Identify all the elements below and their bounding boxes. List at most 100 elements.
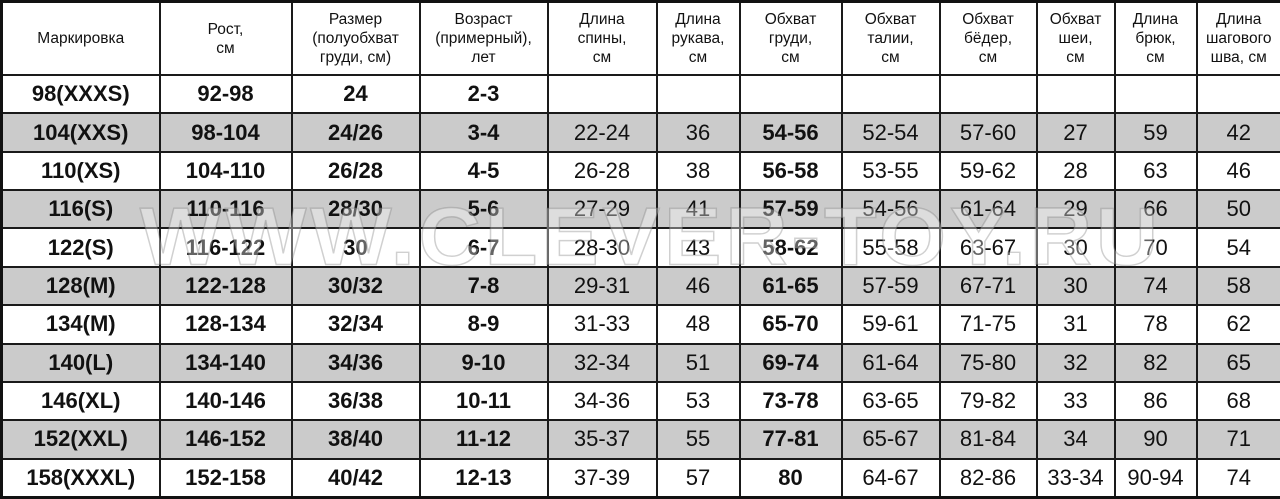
table-cell: 92-98 bbox=[158, 73, 293, 115]
table-cell: 32/34 bbox=[290, 304, 421, 345]
table-cell: 55-58 bbox=[840, 227, 941, 268]
table-cell: 33-34 bbox=[1035, 457, 1116, 499]
table-cell: 122(S) bbox=[0, 227, 161, 268]
table-cell: 52-54 bbox=[840, 112, 941, 153]
table-cell bbox=[655, 73, 741, 115]
table-cell: 7-8 bbox=[418, 265, 549, 307]
table-row: 152(XXL) 146-152 38/40 11-12 35-37 55 77-81 65-… bbox=[0, 419, 1280, 460]
table-cell: 5-6 bbox=[418, 189, 549, 230]
table-cell: 8-9 bbox=[418, 304, 549, 345]
table-cell: 31-33 bbox=[546, 304, 658, 345]
table-cell: 30 bbox=[1035, 265, 1116, 307]
column-header: Рост, см bbox=[158, 0, 293, 76]
table-cell: 27-29 bbox=[546, 189, 658, 230]
table-cell: 82 bbox=[1113, 342, 1198, 383]
table-cell: 104-110 bbox=[158, 150, 293, 192]
table-cell: 11-12 bbox=[418, 419, 549, 460]
table-cell: 80 bbox=[738, 457, 843, 499]
table-cell: 69-74 bbox=[738, 342, 843, 383]
table-cell bbox=[1195, 73, 1280, 115]
table-cell: 28 bbox=[1035, 150, 1116, 192]
table-cell: 46 bbox=[655, 265, 741, 307]
table-cell: 6-7 bbox=[418, 227, 549, 268]
table-row: 116(S) 110-116 28/30 5-6 27-29 41 57-59 54-56 61… bbox=[0, 189, 1280, 230]
table-cell: 53 bbox=[655, 380, 741, 422]
table-cell: 56-58 bbox=[738, 150, 843, 192]
table-row: 98(XXXS) 92-98 24 2-3 bbox=[0, 73, 1280, 115]
table-row: 110(XS) 104-110 26/28 4-5 26-28 38 56-58 53-55 5… bbox=[0, 150, 1280, 192]
table-cell: 24 bbox=[290, 73, 421, 115]
table-cell: 152-158 bbox=[158, 457, 293, 499]
table-cell: 32 bbox=[1035, 342, 1116, 383]
table-cell: 42 bbox=[1195, 112, 1280, 153]
table-cell: 74 bbox=[1195, 457, 1280, 499]
table-cell: 61-64 bbox=[938, 189, 1038, 230]
table-cell: 128-134 bbox=[158, 304, 293, 345]
table-cell: 41 bbox=[655, 189, 741, 230]
column-header: Длина спины, см bbox=[546, 0, 658, 76]
table-cell: 22-24 bbox=[546, 112, 658, 153]
column-header: Возраст (примерный), лет bbox=[418, 0, 549, 76]
table-cell: 34-36 bbox=[546, 380, 658, 422]
table-cell: 71-75 bbox=[938, 304, 1038, 345]
table-cell: 36/38 bbox=[290, 380, 421, 422]
column-header: Маркировка bbox=[0, 0, 161, 76]
table-cell: 24/26 bbox=[290, 112, 421, 153]
table-cell: 51 bbox=[655, 342, 741, 383]
table-cell: 30 bbox=[290, 227, 421, 268]
table-cell: 54 bbox=[1195, 227, 1280, 268]
table-cell: 59 bbox=[1113, 112, 1198, 153]
table-cell: 110-116 bbox=[158, 189, 293, 230]
column-header: Длина брюк, см bbox=[1113, 0, 1198, 76]
table-cell: 37-39 bbox=[546, 457, 658, 499]
table-cell: 82-86 bbox=[938, 457, 1038, 499]
table-cell: 67-71 bbox=[938, 265, 1038, 307]
table-cell: 46 bbox=[1195, 150, 1280, 192]
table-cell: 55 bbox=[655, 419, 741, 460]
table-cell bbox=[1113, 73, 1198, 115]
table-cell: 34 bbox=[1035, 419, 1116, 460]
table-cell: 61-64 bbox=[840, 342, 941, 383]
table-cell: 30 bbox=[1035, 227, 1116, 268]
column-header: Длина шагового шва, см bbox=[1195, 0, 1280, 76]
table-cell: 35-37 bbox=[546, 419, 658, 460]
table-cell: 116-122 bbox=[158, 227, 293, 268]
table-cell: 78 bbox=[1113, 304, 1198, 345]
column-header: Обхват шеи, см bbox=[1035, 0, 1116, 76]
table-cell: 2-3 bbox=[418, 73, 549, 115]
table-cell: 122-128 bbox=[158, 265, 293, 307]
table-cell: 12-13 bbox=[418, 457, 549, 499]
table-cell: 140-146 bbox=[158, 380, 293, 422]
table-cell: 57-59 bbox=[840, 265, 941, 307]
table-cell: 73-78 bbox=[738, 380, 843, 422]
header-row: Маркировка Рост, см Размер (полуобхват гру… bbox=[0, 0, 1280, 76]
table-cell: 90 bbox=[1113, 419, 1198, 460]
table-cell: 43 bbox=[655, 227, 741, 268]
table-cell: 61-65 bbox=[738, 265, 843, 307]
table-cell: 71 bbox=[1195, 419, 1280, 460]
table-cell: 26-28 bbox=[546, 150, 658, 192]
table-cell: 59-62 bbox=[938, 150, 1038, 192]
table-cell: 38/40 bbox=[290, 419, 421, 460]
table-row: 140(L) 134-140 34/36 9-10 32-34 51 69-74 61-64 7… bbox=[0, 342, 1280, 383]
table-cell: 90-94 bbox=[1113, 457, 1198, 499]
table-cell: 28/30 bbox=[290, 189, 421, 230]
table-cell bbox=[738, 73, 843, 115]
table-cell: 146-152 bbox=[158, 419, 293, 460]
table-cell: 64-67 bbox=[840, 457, 941, 499]
table-row: 134(M) 128-134 32/34 8-9 31-33 48 65-70 59-61 71… bbox=[0, 304, 1280, 345]
table-cell: 65 bbox=[1195, 342, 1280, 383]
table-cell: 29-31 bbox=[546, 265, 658, 307]
table-cell bbox=[1035, 73, 1116, 115]
table-cell: 68 bbox=[1195, 380, 1280, 422]
column-header: Длина рукава, см bbox=[655, 0, 741, 76]
table-cell: 58 bbox=[1195, 265, 1280, 307]
table-cell bbox=[938, 73, 1038, 115]
table-cell: 32-34 bbox=[546, 342, 658, 383]
table-cell: 116(S) bbox=[0, 189, 161, 230]
table-cell: 65-67 bbox=[840, 419, 941, 460]
table-cell: 86 bbox=[1113, 380, 1198, 422]
table-cell: 26/28 bbox=[290, 150, 421, 192]
column-header: Обхват груди, см bbox=[738, 0, 843, 76]
